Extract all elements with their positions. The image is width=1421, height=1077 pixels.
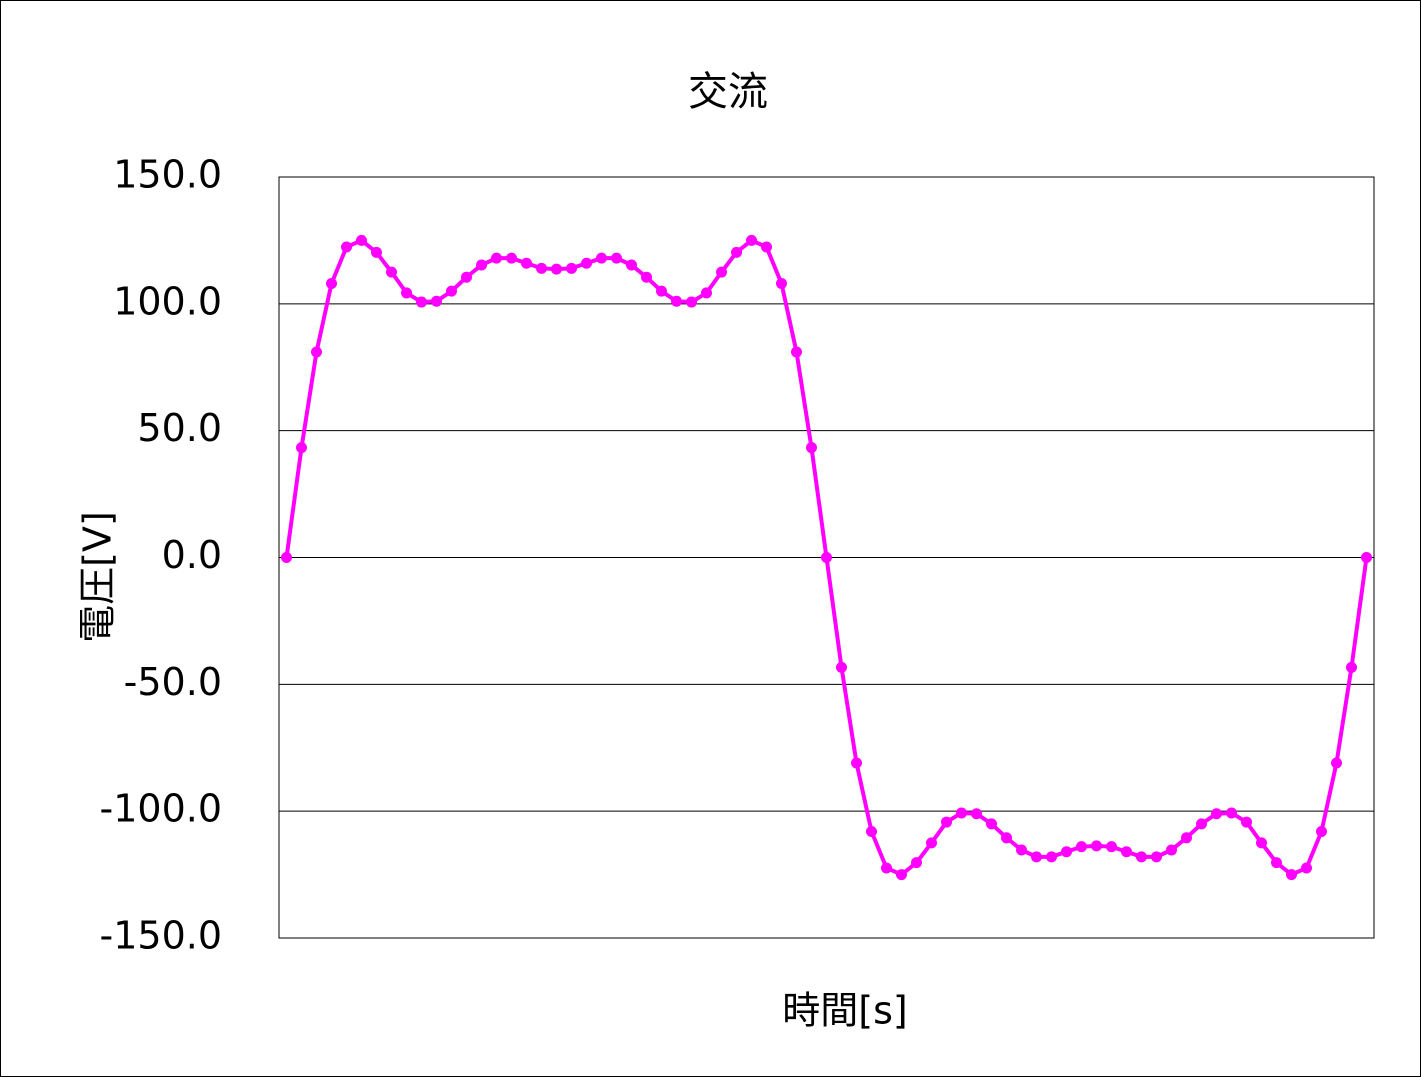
data-point — [581, 257, 592, 269]
data-point — [551, 263, 562, 275]
data-point — [1241, 816, 1252, 828]
y-tick-label: -100.0 — [100, 787, 223, 831]
data-point — [356, 234, 367, 246]
data-point — [1331, 757, 1342, 769]
data-point — [821, 552, 832, 563]
data-point — [431, 295, 442, 307]
data-point — [1001, 832, 1012, 844]
data-point — [791, 346, 802, 358]
data-point — [896, 869, 907, 881]
data-point — [1076, 841, 1087, 853]
data-point — [701, 287, 712, 299]
x-axis-label: 時間[s] — [782, 989, 907, 1033]
data-point — [1016, 844, 1027, 856]
data-point — [716, 266, 727, 278]
data-point — [536, 262, 547, 274]
data-point — [986, 818, 997, 830]
data-point — [1181, 832, 1192, 844]
data-point — [566, 262, 577, 274]
data-point — [926, 837, 937, 849]
data-point — [941, 816, 952, 828]
y-tick-label: -50.0 — [124, 660, 222, 704]
data-point — [1286, 869, 1297, 881]
data-point — [671, 295, 682, 307]
data-point — [281, 552, 292, 563]
data-point — [881, 862, 892, 874]
y-axis-label: 電圧[V] — [76, 511, 120, 643]
data-point — [1316, 825, 1327, 837]
data-point — [776, 278, 787, 290]
y-tick-label: 0.0 — [162, 533, 222, 577]
data-point — [1091, 840, 1102, 852]
data-point — [416, 296, 427, 308]
data-point — [1061, 846, 1072, 858]
data-point — [1166, 844, 1177, 856]
data-point — [1271, 857, 1282, 869]
data-point — [311, 346, 322, 358]
data-point — [371, 246, 382, 258]
data-point — [506, 252, 517, 264]
y-tick-label: 50.0 — [137, 406, 222, 450]
data-point — [1136, 851, 1147, 863]
data-point — [956, 807, 967, 819]
data-point — [1301, 862, 1312, 874]
data-point — [641, 271, 652, 283]
data-point — [1106, 841, 1117, 853]
y-tick-label: 150.0 — [113, 153, 222, 197]
data-point — [836, 661, 847, 673]
data-point — [521, 257, 532, 269]
data-point — [686, 296, 697, 308]
data-point — [476, 259, 487, 271]
data-point — [1346, 661, 1357, 673]
data-point — [626, 259, 637, 271]
data-point — [446, 285, 457, 297]
data-point — [596, 252, 607, 264]
data-point — [1046, 851, 1057, 863]
data-point — [806, 442, 817, 454]
chart-title: 交流 — [688, 69, 768, 115]
data-point — [761, 241, 772, 253]
data-point — [1211, 808, 1222, 820]
data-point — [1256, 837, 1267, 849]
data-point — [491, 252, 502, 264]
data-point — [866, 825, 877, 837]
data-point — [1151, 851, 1162, 863]
data-point — [656, 285, 667, 297]
data-point — [611, 252, 622, 264]
y-tick-label: -150.0 — [100, 914, 223, 958]
data-point — [461, 271, 472, 283]
data-point — [1361, 552, 1372, 563]
y-tick-label: 100.0 — [113, 279, 222, 323]
data-point — [1121, 846, 1132, 858]
data-point — [911, 857, 922, 869]
data-point — [731, 246, 742, 258]
data-point — [341, 241, 352, 253]
data-point — [386, 266, 397, 278]
data-point — [401, 287, 412, 299]
data-point — [1031, 851, 1042, 863]
data-point — [296, 442, 307, 454]
data-point — [1226, 807, 1237, 819]
data-point — [746, 234, 757, 246]
data-point — [326, 278, 337, 290]
data-point — [1196, 818, 1207, 830]
data-point — [971, 808, 982, 820]
data-point — [851, 757, 862, 769]
